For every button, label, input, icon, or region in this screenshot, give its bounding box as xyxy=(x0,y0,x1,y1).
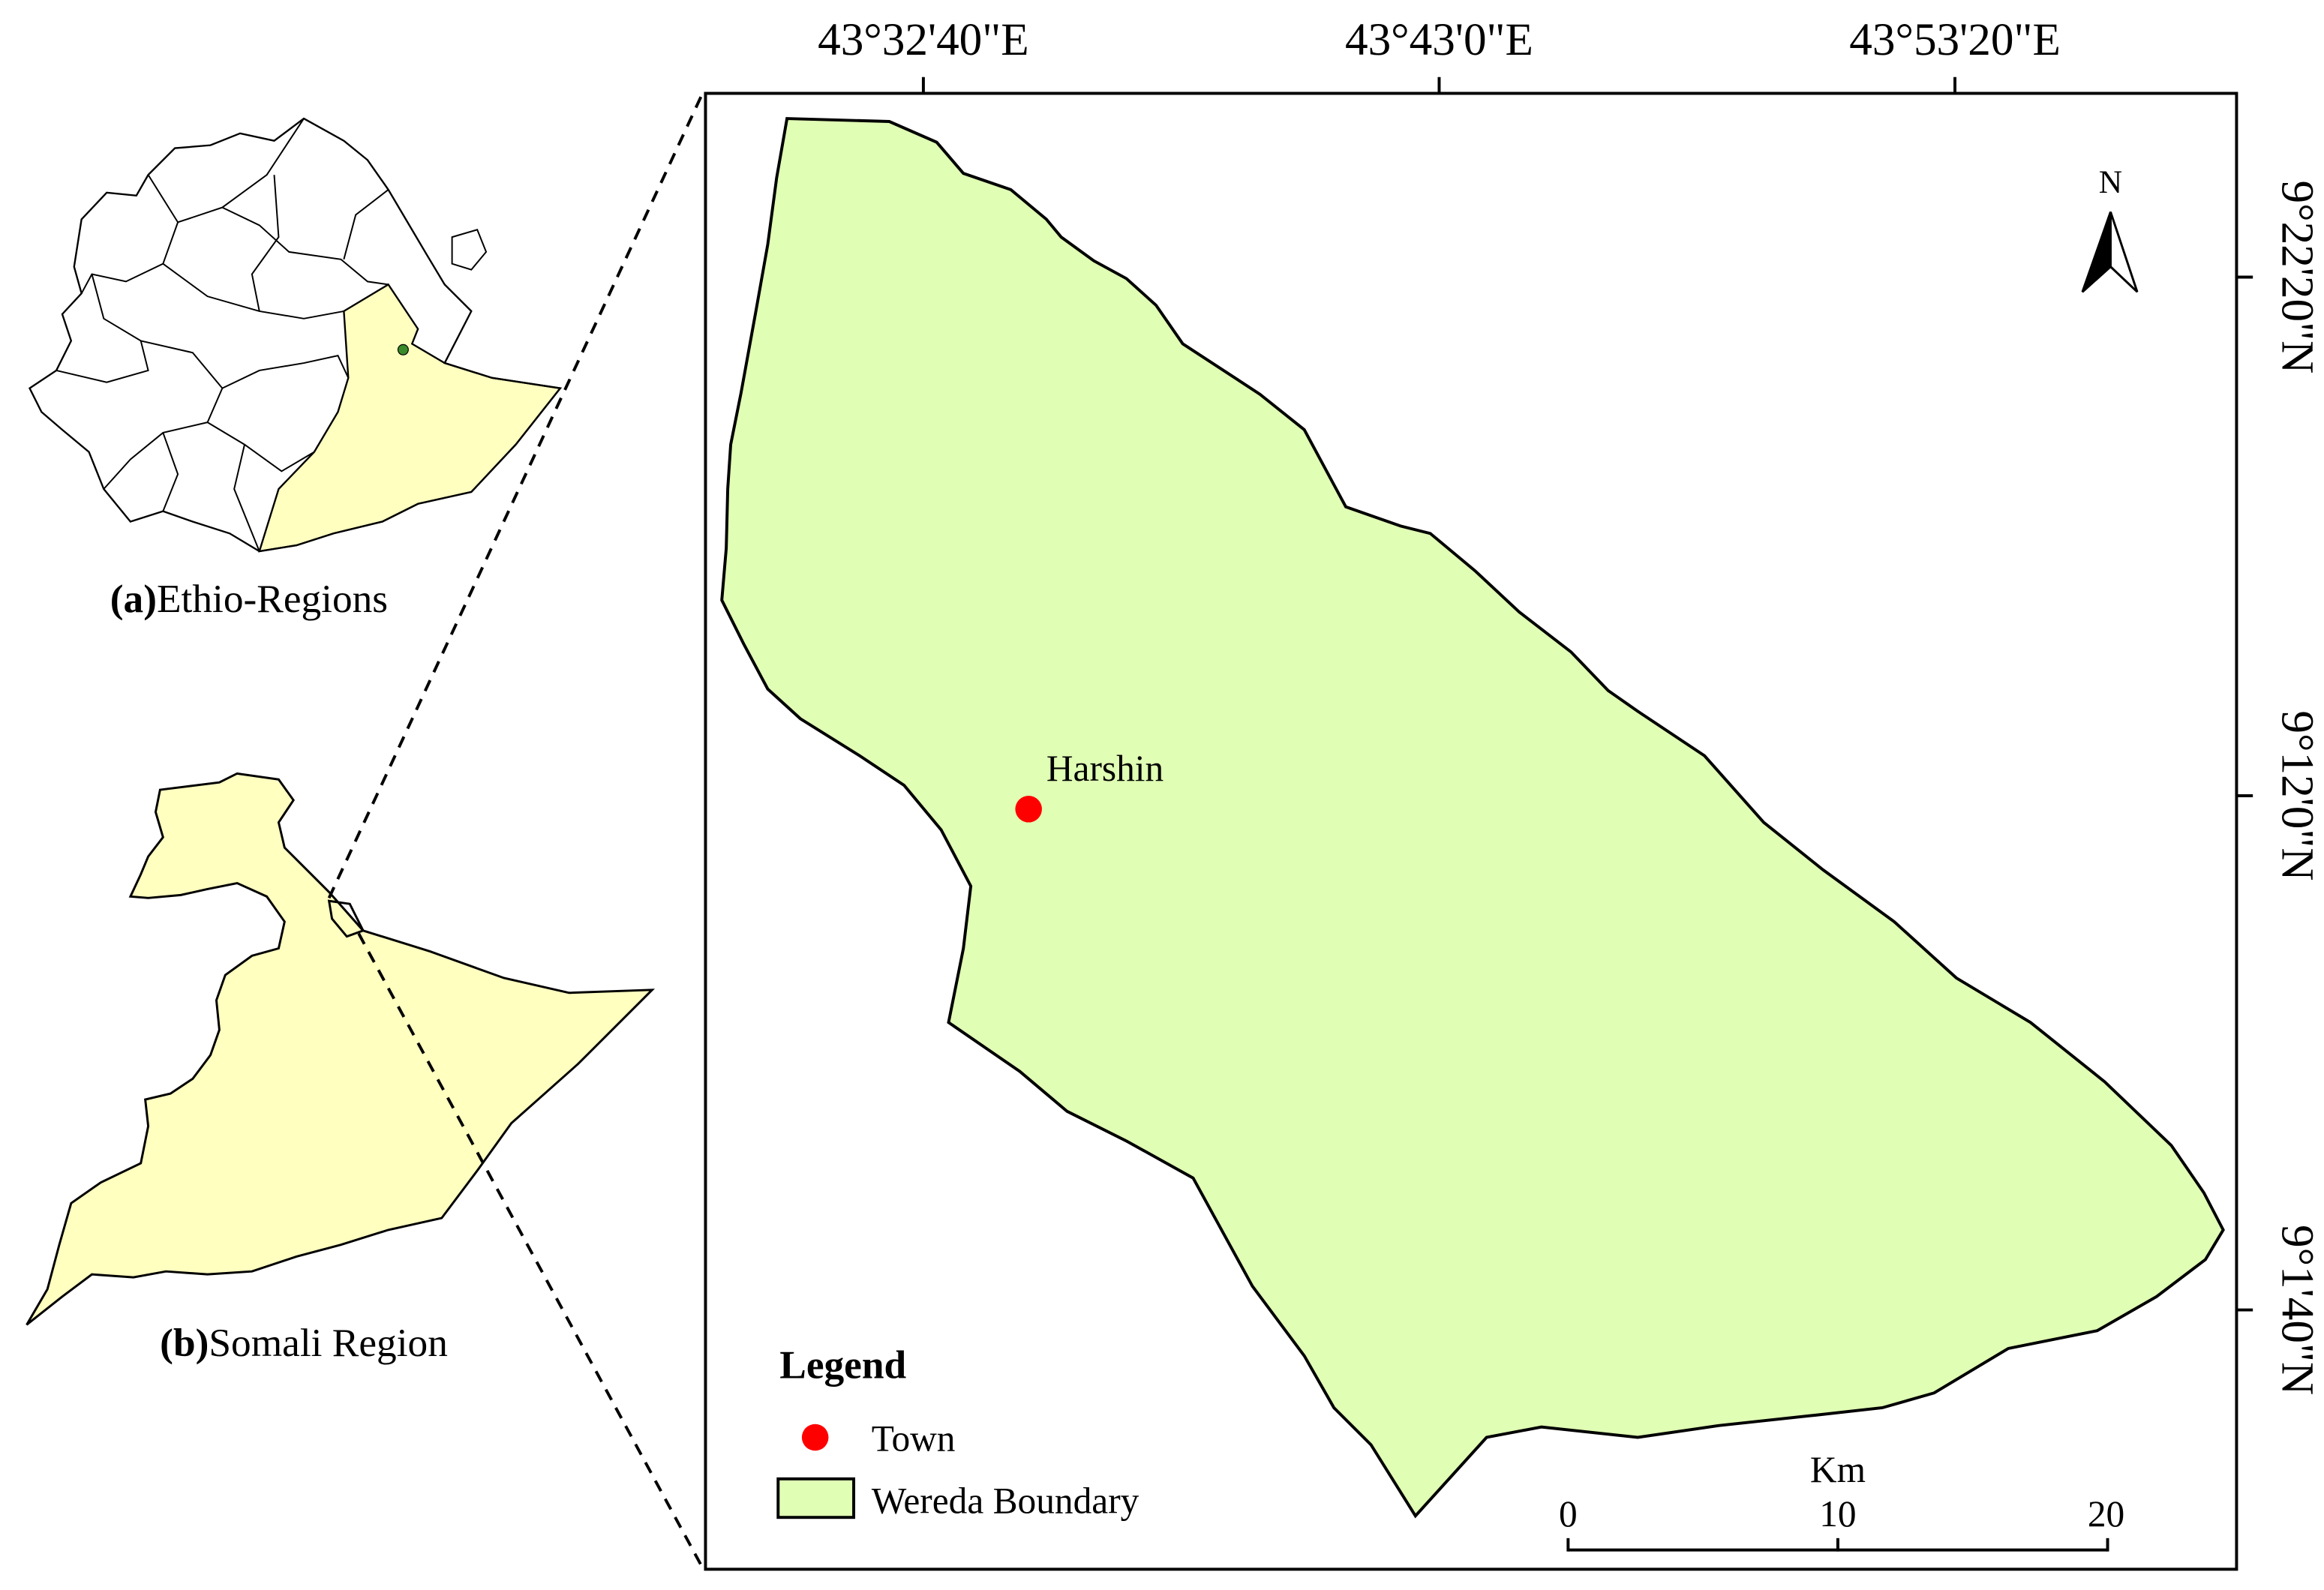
somali-region-highlight xyxy=(258,283,563,553)
inset-somali-map xyxy=(26,772,656,1326)
lon-label-2: 43°43'0"E xyxy=(1345,14,1533,65)
wereda-boundary-polygon xyxy=(720,117,2225,1519)
lon-label-1: 43°32'40"E xyxy=(818,14,1029,65)
north-arrow-icon xyxy=(2081,212,2139,293)
legend-town-symbol-icon xyxy=(801,1424,829,1451)
scale-tick-label-20: 20 xyxy=(2088,1493,2124,1534)
town-marker-icon xyxy=(1015,795,1042,823)
study-area-dot-icon xyxy=(397,344,409,356)
connector-line-bottom xyxy=(357,932,704,1569)
lat-label-3: 9°1'40"N xyxy=(2271,1225,2322,1395)
inner-region-loop xyxy=(451,229,488,271)
legend-town-label: Town xyxy=(872,1418,956,1459)
legend-wereda-label: Wereda Boundary xyxy=(872,1480,1139,1521)
inset-ethiopia-map xyxy=(28,117,563,553)
lon-label-3: 43°53'20"E xyxy=(1849,14,2061,65)
scale-bar: Km 0 10 20 xyxy=(1559,1449,2124,1552)
legend-title: Legend xyxy=(779,1342,906,1387)
somali-region-shape xyxy=(26,772,656,1326)
legend-wereda-symbol-icon xyxy=(776,1477,856,1520)
north-arrow-label: N xyxy=(2099,164,2122,200)
scale-tick-label-0: 0 xyxy=(1559,1493,1578,1534)
town-label: Harshin xyxy=(1046,748,1164,789)
region-boundaries xyxy=(56,118,389,552)
lat-label-2: 9°12'0"N xyxy=(2271,710,2322,880)
ethiopia-outline xyxy=(28,117,563,553)
inset-a-caption: (a)Ethio-Regions xyxy=(110,576,388,621)
inset-b-caption: (b)Somali Region xyxy=(160,1320,448,1365)
scale-bar-line xyxy=(1566,1538,2109,1552)
connector-line-top xyxy=(327,92,704,899)
legend: Legend Town Wereda Boundary xyxy=(776,1342,1139,1521)
scale-bar-unit: Km xyxy=(1810,1449,1866,1490)
graticule-ticks xyxy=(921,76,2253,1312)
lat-label-1: 9°22'20"N xyxy=(2271,181,2322,374)
study-area-outline xyxy=(327,899,365,938)
scale-tick-label-10: 10 xyxy=(1819,1493,1856,1534)
